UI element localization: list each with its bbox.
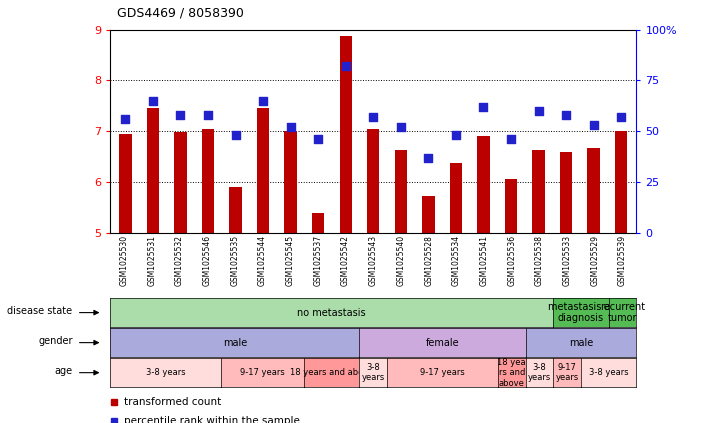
Text: GSM1025544: GSM1025544 bbox=[258, 235, 267, 286]
Bar bbox=[560, 152, 572, 233]
Text: 9-17 years: 9-17 years bbox=[240, 368, 285, 377]
Text: 9-17
years: 9-17 years bbox=[555, 363, 579, 382]
Bar bbox=[395, 151, 407, 233]
Text: 9-17 years: 9-17 years bbox=[420, 368, 465, 377]
Text: GSM1025529: GSM1025529 bbox=[590, 235, 599, 286]
Text: 18 yea
rs and
above: 18 yea rs and above bbox=[498, 358, 526, 387]
Text: GSM1025539: GSM1025539 bbox=[618, 235, 627, 286]
Text: 3-8
years: 3-8 years bbox=[528, 363, 551, 382]
Text: disease state: disease state bbox=[7, 306, 73, 316]
Bar bbox=[505, 179, 517, 233]
Text: metastasis at
diagnosis: metastasis at diagnosis bbox=[547, 302, 614, 324]
Bar bbox=[230, 187, 242, 233]
Text: transformed count: transformed count bbox=[124, 397, 222, 407]
Point bbox=[368, 113, 379, 120]
Point bbox=[506, 136, 517, 143]
Text: female: female bbox=[426, 338, 459, 348]
Point bbox=[119, 115, 131, 122]
Bar bbox=[615, 131, 627, 233]
Text: GSM1025534: GSM1025534 bbox=[452, 235, 461, 286]
Point bbox=[616, 113, 627, 120]
Text: GSM1025533: GSM1025533 bbox=[562, 235, 572, 286]
Text: GSM1025538: GSM1025538 bbox=[535, 235, 544, 286]
Text: GSM1025543: GSM1025543 bbox=[369, 235, 378, 286]
Point bbox=[395, 124, 407, 130]
Text: male: male bbox=[223, 338, 247, 348]
Bar bbox=[146, 108, 159, 233]
Point bbox=[313, 136, 324, 143]
Text: gender: gender bbox=[38, 336, 73, 346]
Text: GDS4469 / 8058390: GDS4469 / 8058390 bbox=[117, 6, 244, 19]
Text: percentile rank within the sample: percentile rank within the sample bbox=[124, 416, 300, 423]
Bar bbox=[450, 162, 462, 233]
Text: GSM1025530: GSM1025530 bbox=[119, 235, 129, 286]
Text: GSM1025542: GSM1025542 bbox=[341, 235, 350, 286]
Text: GSM1025537: GSM1025537 bbox=[314, 235, 322, 286]
Text: male: male bbox=[569, 338, 593, 348]
Bar bbox=[477, 136, 490, 233]
Text: GSM1025541: GSM1025541 bbox=[479, 235, 488, 286]
Bar bbox=[257, 108, 269, 233]
Text: GSM1025545: GSM1025545 bbox=[286, 235, 294, 286]
Point bbox=[230, 132, 241, 139]
Bar bbox=[119, 134, 132, 233]
Text: no metastasis: no metastasis bbox=[297, 308, 366, 318]
Text: GSM1025540: GSM1025540 bbox=[397, 235, 405, 286]
Text: recurrent
tumor: recurrent tumor bbox=[600, 302, 645, 324]
Bar bbox=[312, 213, 324, 233]
Text: GSM1025536: GSM1025536 bbox=[507, 235, 516, 286]
Point bbox=[450, 132, 461, 139]
Text: GSM1025532: GSM1025532 bbox=[175, 235, 184, 286]
Text: 3-8 years: 3-8 years bbox=[589, 368, 629, 377]
Text: age: age bbox=[55, 366, 73, 376]
Bar bbox=[340, 36, 352, 233]
Point bbox=[257, 97, 269, 104]
Text: GSM1025528: GSM1025528 bbox=[424, 235, 433, 286]
Point bbox=[203, 112, 214, 118]
Bar bbox=[533, 151, 545, 233]
Point bbox=[175, 112, 186, 118]
Text: 18 years and above: 18 years and above bbox=[290, 368, 373, 377]
Bar bbox=[587, 148, 600, 233]
Bar bbox=[367, 129, 380, 233]
Point bbox=[422, 154, 434, 161]
Bar bbox=[422, 196, 434, 233]
Bar bbox=[174, 132, 187, 233]
Point bbox=[340, 63, 351, 69]
Text: 3-8 years: 3-8 years bbox=[146, 368, 186, 377]
Point bbox=[533, 107, 544, 114]
Point bbox=[478, 103, 489, 110]
Point bbox=[285, 124, 296, 130]
Text: GSM1025546: GSM1025546 bbox=[203, 235, 212, 286]
Text: 3-8
years: 3-8 years bbox=[362, 363, 385, 382]
Point bbox=[147, 97, 159, 104]
Point bbox=[588, 122, 599, 129]
Text: GSM1025535: GSM1025535 bbox=[230, 235, 240, 286]
Text: GSM1025531: GSM1025531 bbox=[147, 235, 156, 286]
Bar bbox=[202, 129, 214, 233]
Point bbox=[560, 112, 572, 118]
Bar bbox=[284, 131, 296, 233]
